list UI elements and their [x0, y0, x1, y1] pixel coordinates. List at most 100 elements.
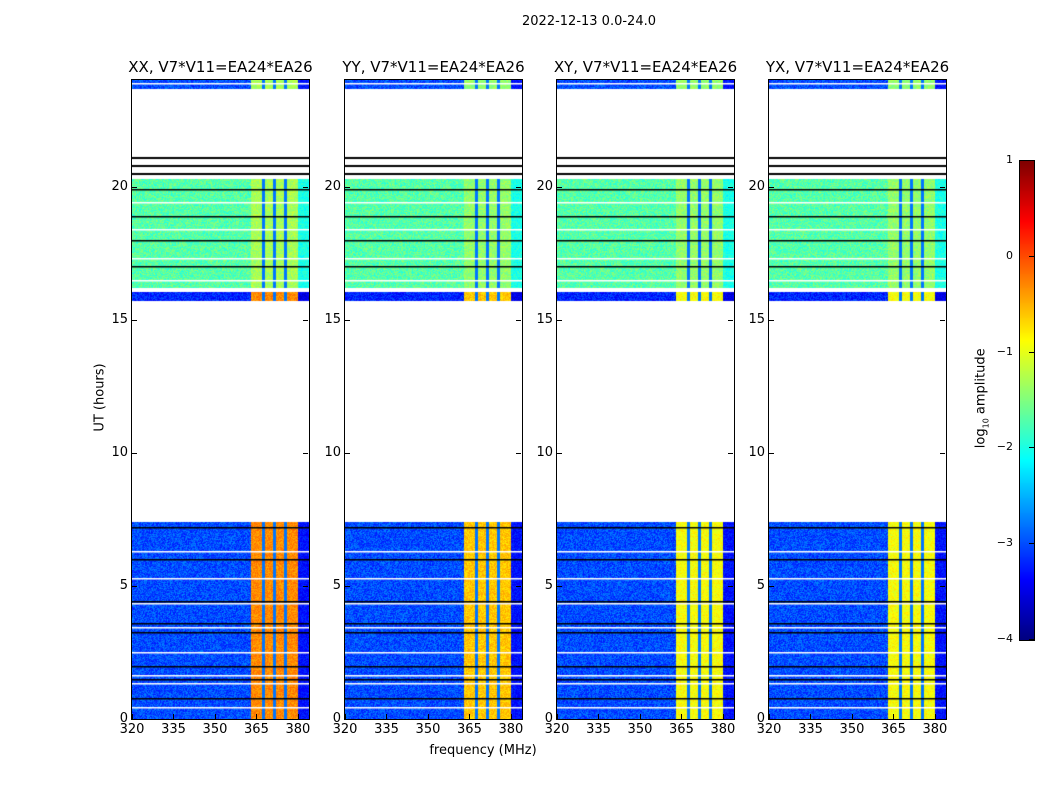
y-tick [303, 719, 308, 720]
y-tick-label: 10 [748, 444, 765, 460]
y-tick [940, 585, 945, 587]
y-tick [557, 719, 562, 720]
y-tick [516, 452, 521, 454]
y-tick [728, 585, 733, 587]
y-tick [345, 585, 350, 587]
panel-title: XY, V7*V11=EA24*EA26 [553, 58, 738, 76]
x-tick [851, 714, 853, 719]
y-tick [132, 719, 137, 720]
y-tick-label: 10 [536, 444, 553, 460]
x-tick [132, 714, 133, 719]
panel-title: YY, V7*V11=EA24*EA26 [342, 58, 525, 76]
y-tick-label: 20 [111, 178, 128, 194]
y-tick [769, 319, 774, 321]
colorbar-tick-label: −1 [996, 344, 1013, 358]
y-tick [940, 186, 945, 188]
y-tick-label: 5 [756, 577, 765, 593]
colorbar-tick [1029, 160, 1034, 161]
x-tick [934, 714, 936, 719]
y-tick [516, 186, 521, 188]
y-tick-label: 15 [536, 311, 553, 327]
y-tick [940, 319, 945, 321]
y-tick [769, 585, 774, 587]
colorbar-tick-label: −2 [996, 440, 1013, 454]
heatmap-image [345, 80, 522, 719]
x-tick [256, 714, 258, 719]
y-tick [132, 186, 137, 188]
y-tick-label: 5 [119, 577, 128, 593]
x-axis-label: frequency (MHz) [429, 743, 537, 758]
colorbar-tick [1029, 351, 1034, 353]
y-tick [516, 719, 521, 720]
y-tick-label: 0 [544, 711, 553, 726]
y-tick [345, 719, 350, 720]
colorbar-tick-label: 0 [1006, 248, 1013, 262]
x-tick [173, 714, 175, 719]
x-tick-label: 365 [669, 722, 694, 737]
panel-title: YX, V7*V11=EA24*EA26 [765, 58, 950, 76]
colorbar-tick [1029, 543, 1034, 545]
y-tick [728, 186, 733, 188]
colorbar-tick [1029, 639, 1034, 640]
x-tick [769, 714, 770, 719]
y-tick-label: 20 [748, 178, 765, 194]
y-tick-label: 10 [324, 444, 341, 460]
x-tick-label: 335 [798, 722, 823, 737]
y-tick [132, 452, 137, 454]
y-tick [769, 452, 774, 454]
x-tick [345, 714, 346, 719]
y-tick [516, 319, 521, 321]
heatmap-image [132, 80, 309, 719]
x-tick-label: 350 [627, 722, 653, 737]
y-tick-label: 20 [536, 178, 553, 194]
y-tick-label: 15 [111, 311, 128, 327]
x-tick [598, 714, 600, 719]
y-tick [769, 719, 774, 720]
x-tick-label: 320 [119, 722, 145, 737]
x-tick-label: 350 [839, 722, 865, 737]
x-tick [510, 714, 512, 719]
x-tick-label: 335 [586, 722, 611, 737]
x-tick [722, 714, 724, 719]
colorbar-tick-label: −4 [996, 632, 1013, 645]
x-tick-label: 365 [457, 722, 482, 737]
y-tick [132, 319, 137, 321]
y-tick [728, 719, 733, 720]
colorbar-tick [1029, 255, 1034, 257]
y-tick [557, 319, 562, 321]
heatmap-panel: XX, V7*V11=EA24*EA26 320 335 350 365 380 0 5 10 1… [111, 58, 312, 737]
x-tick-label: 365 [881, 722, 906, 737]
panel-title: XX, V7*V11=EA24*EA26 [128, 58, 313, 76]
y-tick [557, 186, 562, 188]
x-tick [427, 714, 429, 719]
colorbar-tick-label: 1 [1006, 153, 1013, 166]
y-tick [940, 719, 945, 720]
x-tick [557, 714, 558, 719]
x-tick [297, 714, 299, 719]
x-tick-label: 380 [285, 722, 311, 737]
y-tick-label: 10 [111, 444, 128, 460]
y-tick-label: 20 [324, 178, 341, 194]
y-tick [132, 585, 137, 587]
heatmap-panel: XY, V7*V11=EA24*EA26 320 335 350 365 380 0 5 10 1… [536, 58, 737, 737]
x-tick [810, 714, 812, 719]
heatmap-image [769, 80, 946, 719]
x-tick-label: 380 [498, 722, 524, 737]
y-tick-label: 15 [324, 311, 341, 327]
x-tick-label: 350 [202, 722, 228, 737]
y-tick-label: 5 [544, 577, 553, 593]
x-tick-label: 335 [374, 722, 399, 737]
y-tick [303, 585, 308, 587]
y-axis-label: UT (hours) [92, 363, 108, 432]
figure-title: 2022-12-13 0.0-24.0 [522, 14, 656, 29]
x-tick-label: 320 [544, 722, 570, 737]
x-tick [214, 714, 216, 719]
x-tick-label: 335 [161, 722, 186, 737]
y-tick [303, 452, 308, 454]
y-tick-label: 0 [119, 711, 128, 726]
y-tick [557, 452, 562, 454]
y-tick-label: 0 [756, 711, 765, 726]
heatmap-panel: YY, V7*V11=EA24*EA26 320 335 350 365 380 0 5 10 1… [324, 58, 524, 737]
x-tick [469, 714, 471, 719]
x-tick-label: 380 [922, 722, 948, 737]
